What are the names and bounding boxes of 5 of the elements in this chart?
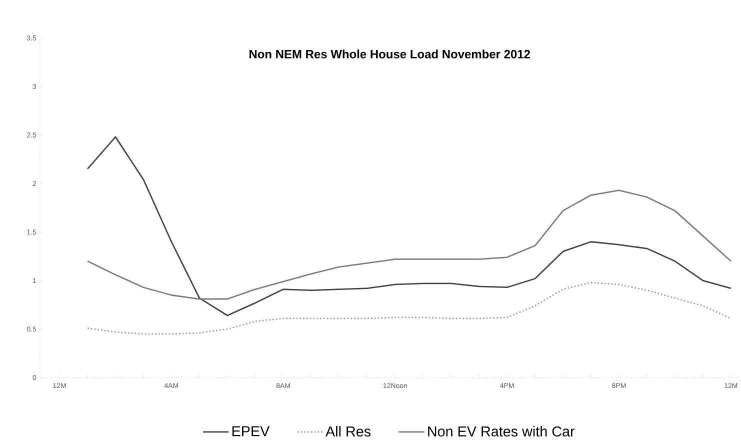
line-series [86,136,732,316]
legend-label: All Res [326,426,371,437]
legend-label: Non EV Rates with Car [428,426,575,437]
legend-label: EPEV [232,426,270,436]
text: Non NEM Res Whole House Load November 2012 [250,50,530,59]
